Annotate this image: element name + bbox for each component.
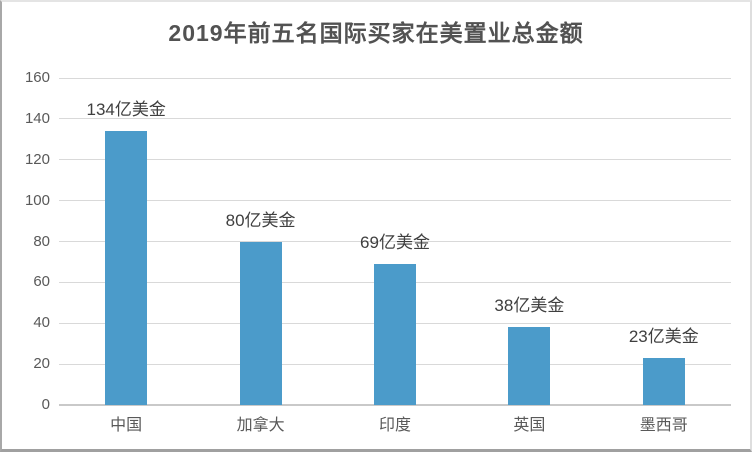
y-tick-label: 80 [33, 232, 50, 250]
x-axis-label: 墨西哥 [639, 417, 688, 434]
y-tick-label: 20 [33, 355, 50, 373]
y-tick-label: 120 [24, 150, 50, 168]
bar-value-label: 38亿美金 [494, 296, 565, 316]
x-axis-baseline [59, 404, 731, 406]
bar-中国 [105, 131, 148, 405]
y-tick-label: 60 [33, 273, 50, 291]
gridline [59, 200, 731, 202]
gridline [59, 159, 731, 161]
y-tick-label: 40 [33, 314, 50, 332]
bar-墨西哥 [642, 357, 685, 405]
bar-加拿大 [239, 241, 282, 405]
y-tick-label: 160 [24, 69, 50, 86]
gridline [59, 241, 731, 242]
chart-title: 2019年前五名国际买家在美置业总金额 [168, 20, 584, 46]
y-tick-label: 0 [41, 396, 50, 413]
x-axis-label: 印度 [378, 417, 411, 434]
x-axis-label: 加拿大 [236, 417, 285, 434]
bar-英国 [508, 327, 551, 405]
bar-value-label: 80亿美金 [225, 210, 296, 230]
gridline [59, 77, 731, 79]
bar-value-label: 69亿美金 [360, 232, 430, 252]
bar-value-label: 23亿美金 [628, 326, 699, 346]
y-tick-label: 100 [24, 191, 50, 209]
x-axis-label: 英国 [513, 417, 546, 434]
bar-印度 [374, 263, 416, 405]
y-tick-label: 140 [24, 109, 50, 127]
gridline [59, 118, 731, 120]
bar-value-label: 134亿美金 [86, 100, 166, 120]
x-axis-label: 中国 [110, 417, 143, 434]
